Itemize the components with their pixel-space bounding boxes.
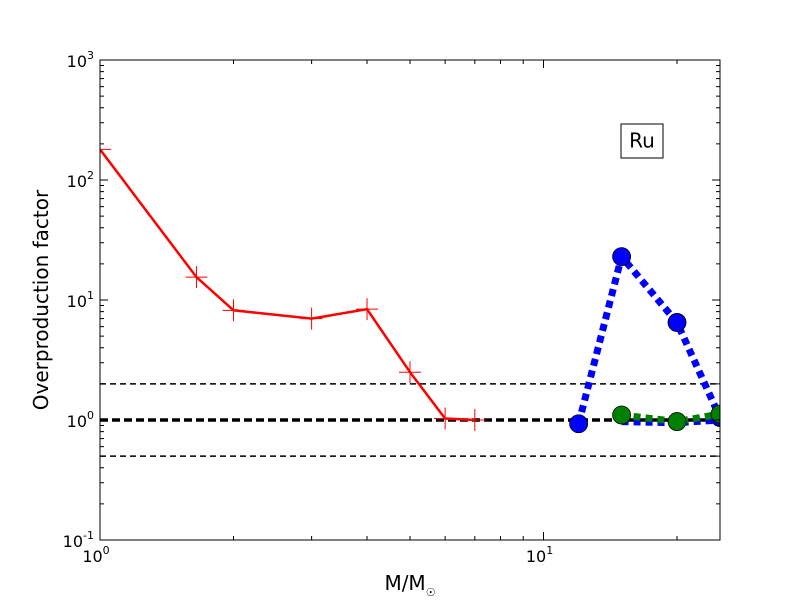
series-3 (612, 404, 720, 431)
annotation-frame (620, 123, 664, 159)
x-tick-label-1: 101 (526, 544, 553, 566)
y-tick-label-4: 103 (67, 49, 94, 71)
series-3-point-0 (612, 405, 632, 425)
series-2 (621, 416, 720, 427)
series-0-point-1 (185, 266, 208, 289)
annotation-label: Ru (629, 129, 655, 153)
y-tick-label-0: 10-1 (63, 529, 94, 551)
series-3-line (621, 410, 720, 426)
series-3-point-1 (667, 412, 687, 431)
series-0-point-3 (300, 307, 323, 330)
y-tick-label-3: 102 (67, 169, 94, 191)
series-0-point-2 (222, 299, 245, 322)
y-axis-label: Overproduction factor (29, 189, 53, 410)
annotation-box: Ru (620, 123, 664, 159)
series-0-point-0 (100, 138, 111, 161)
series-1-point-2 (667, 313, 687, 332)
series-2-line (621, 416, 720, 427)
series-0-point-4 (356, 298, 379, 321)
series-1-line (575, 249, 720, 425)
series-1-point-0 (569, 414, 589, 434)
x-axis-label-main: M/M (384, 571, 425, 595)
x-axis-label-subscript: ☉ (426, 586, 436, 599)
x-tick-label-0: 100 (82, 544, 109, 566)
series-layer (100, 138, 720, 434)
series-1-point-1 (612, 247, 632, 266)
series-1 (569, 247, 720, 434)
series-0-line (100, 148, 475, 422)
series-0 (100, 138, 486, 431)
series-0-point-5 (399, 361, 421, 384)
y-tick-label-2: 101 (67, 289, 94, 311)
x-axis-label: M/M☉ (384, 571, 435, 599)
series-0-point-7 (463, 409, 486, 431)
y-tick-label-1: 100 (67, 409, 94, 431)
series-3-point-2 (710, 404, 720, 424)
series-0-point-6 (434, 407, 457, 430)
